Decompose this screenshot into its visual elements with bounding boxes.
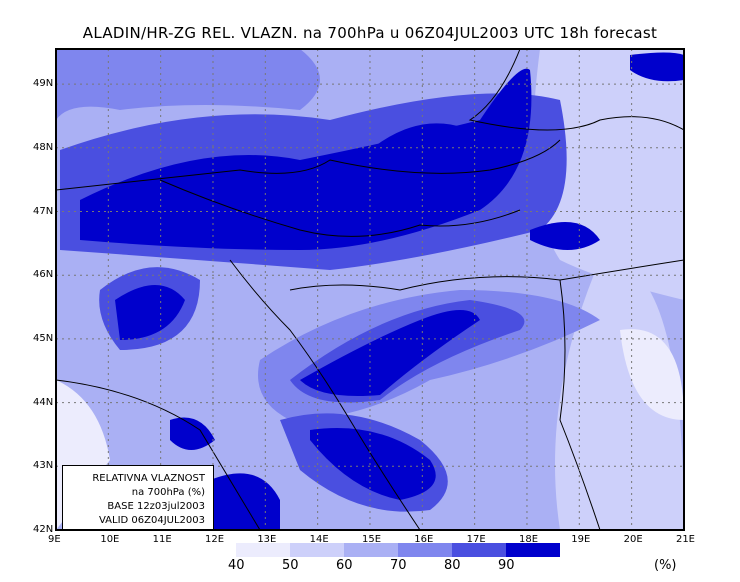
colorbar-label: 60 — [336, 558, 353, 573]
lat-label: 43N — [33, 460, 54, 472]
lon-label: 9E — [48, 534, 61, 545]
lat-label: 46N — [33, 269, 54, 281]
lon-label: 10E — [100, 534, 120, 545]
legend-line: BASE 12z03jul2003 — [107, 501, 205, 512]
lon-label: 16E — [414, 534, 434, 545]
legend-box: RELATIVNA VLAZNOST na 700hPa (%) BASE 12… — [62, 465, 214, 530]
graticule — [56, 49, 684, 530]
lon-label: 11E — [152, 534, 172, 545]
lon-label: 13E — [257, 534, 277, 545]
lat-label: 49N — [33, 78, 54, 90]
lon-label: 21E — [675, 534, 695, 545]
map-title: ALADIN/HR-ZG REL. VLAZN. na 700hPa u 06Z… — [82, 24, 658, 42]
colorbar-swatch — [452, 543, 506, 557]
colorbar-unit: (%) — [654, 558, 677, 573]
lon-label: 12E — [204, 534, 225, 545]
colorbar-label: 90 — [498, 558, 515, 573]
lat-label: 47N — [33, 205, 54, 217]
map-frame — [55, 48, 685, 531]
lon-label: 19E — [571, 534, 591, 545]
lat-label: 44N — [33, 396, 54, 408]
colorbar-swatch — [506, 543, 560, 557]
lon-label: 20E — [623, 534, 643, 545]
colorbar-swatch — [344, 543, 398, 557]
lon-label: 15E — [361, 534, 382, 545]
colorbar-label: 70 — [390, 558, 407, 573]
coastlines-borders — [56, 49, 684, 530]
legend-line: na 700hPa (%) — [131, 487, 205, 498]
lat-label: 42N — [33, 524, 54, 535]
lat-label: 48N — [33, 141, 54, 153]
colorbar-label: 50 — [282, 558, 299, 573]
colorbar-label: 40 — [228, 558, 245, 573]
lat-label: 45N — [33, 332, 54, 344]
lon-label: 18E — [518, 534, 539, 545]
lon-label: 17E — [466, 534, 486, 545]
colorbar-label: 80 — [444, 558, 461, 573]
legend-line: VALID 06Z04JUL2003 — [98, 515, 205, 526]
lon-label: 14E — [309, 534, 329, 545]
colorbar-swatch — [290, 543, 344, 557]
colorbar-swatch — [236, 543, 290, 557]
legend-line: RELATIVNA VLAZNOST — [92, 473, 205, 484]
colorbar-swatch — [398, 543, 452, 557]
